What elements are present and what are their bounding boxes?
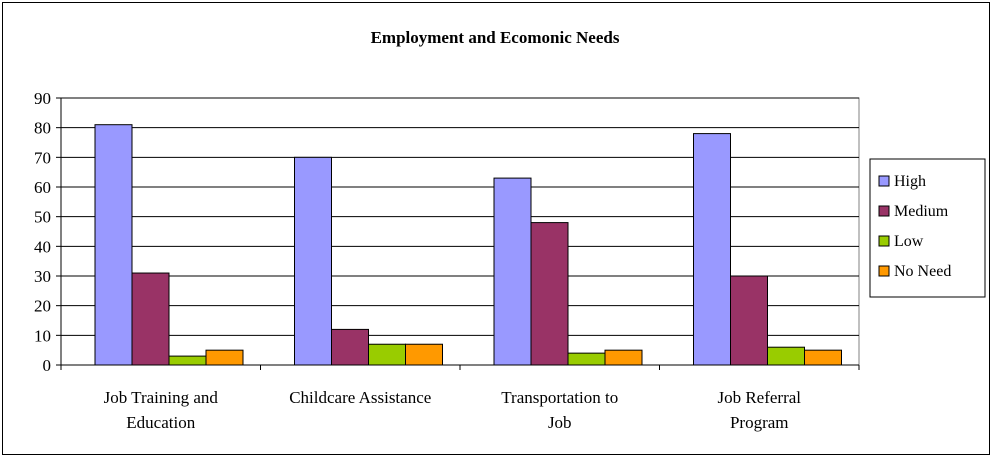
category-label: Job Referral Program (717, 388, 801, 432)
category-label-line: Education (126, 413, 195, 432)
bar-medium-3 (730, 275, 768, 366)
bar-medium-2 (530, 222, 569, 366)
bar-medium-1 (331, 328, 369, 366)
bar-low-0 (168, 355, 207, 366)
legend-label: No Need (894, 263, 951, 280)
bar-high-3 (693, 133, 731, 366)
legend: High Medium Low No Need (869, 158, 986, 298)
y-tick-label: 30 (34, 267, 51, 286)
category-label-line: Job Referral (717, 388, 801, 407)
y-tick-label: 90 (34, 89, 51, 108)
legend-label: Low (894, 233, 924, 250)
bar-medium-0 (131, 272, 170, 366)
category-label: Transportation to Job (501, 388, 618, 432)
bars (94, 124, 842, 366)
legend-swatch (878, 205, 890, 217)
legend-label: High (894, 173, 926, 190)
y-tick-label: 0 (43, 356, 52, 375)
bar-no-need-0 (205, 349, 244, 366)
category-label-line: Transportation to (501, 388, 618, 407)
bar-low-2 (567, 352, 606, 366)
axes (56, 97, 860, 370)
y-tick-label: 50 (34, 208, 51, 227)
legend-label: Medium (894, 203, 949, 220)
category-label-line: Job Training and (104, 388, 219, 407)
category-label-line: Program (730, 413, 789, 432)
bar-high-2 (493, 177, 532, 366)
y-tick-label: 40 (34, 237, 51, 256)
bar-no-need-2 (604, 349, 643, 366)
y-tick-label: 80 (34, 119, 51, 138)
bar-high-0 (94, 124, 133, 366)
y-tick-label: 20 (34, 297, 51, 316)
bar-no-need-3 (804, 349, 842, 366)
y-tick-label: 10 (34, 326, 51, 345)
bar-chart: Employment and Ecomonic Needs 0 10 20 30 40 5… (34, 28, 986, 432)
bar-low-1 (368, 343, 406, 366)
legend-swatch (878, 175, 890, 187)
bar-no-need-1 (405, 343, 443, 366)
legend-swatch (878, 265, 890, 277)
y-tick-label: 60 (34, 178, 51, 197)
chart-title: Employment and Ecomonic Needs (371, 28, 620, 47)
y-tick-label: 70 (34, 148, 51, 167)
category-label-line: Job (548, 413, 572, 432)
category-label: Job Training and Education (104, 388, 219, 432)
bar-low-3 (767, 346, 805, 366)
category-labels: Job Training and Education Childcare Assis… (104, 388, 802, 432)
category-label-line: Childcare Assistance (289, 388, 431, 407)
legend-swatch (878, 235, 890, 247)
bar-high-1 (294, 156, 332, 366)
category-label: Childcare Assistance (289, 388, 431, 407)
y-tick-labels: 0 10 20 30 40 50 60 70 80 90 (34, 89, 51, 375)
